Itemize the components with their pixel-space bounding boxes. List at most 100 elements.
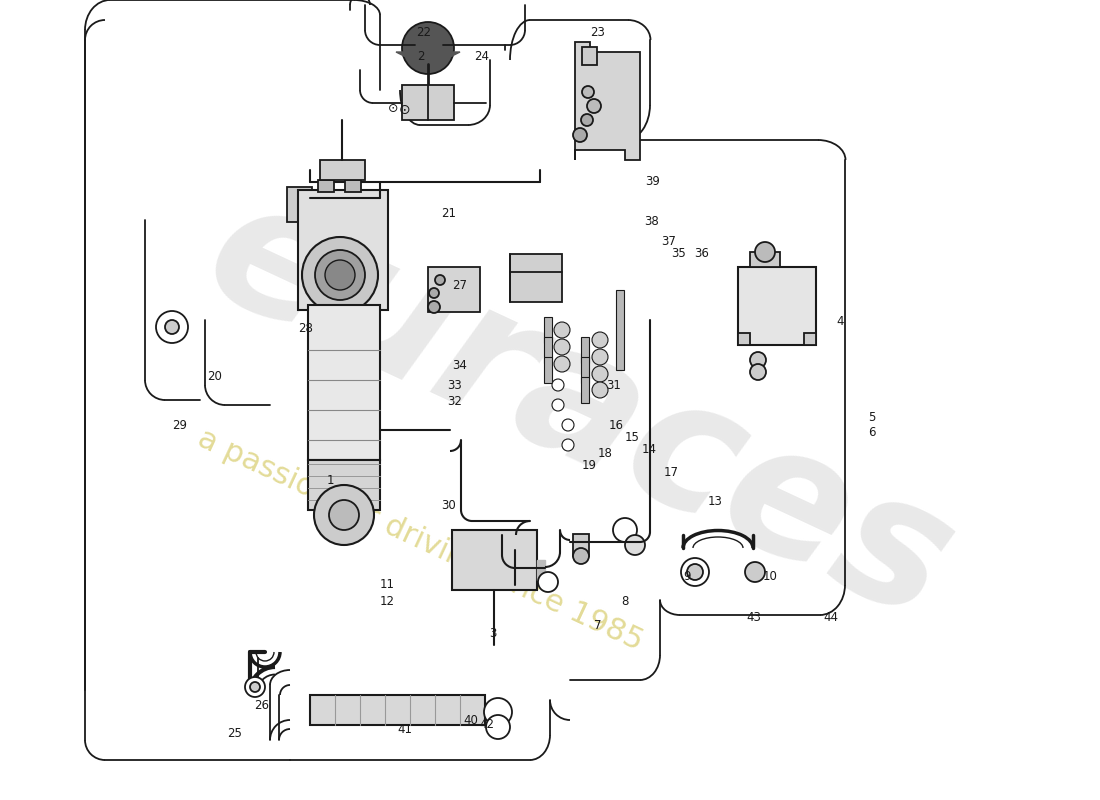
- Circle shape: [434, 275, 446, 285]
- Text: 30: 30: [441, 499, 456, 512]
- Circle shape: [554, 339, 570, 355]
- Text: 16: 16: [608, 419, 624, 432]
- Text: 42: 42: [480, 718, 495, 730]
- Circle shape: [592, 366, 608, 382]
- Bar: [510, 254, 562, 302]
- Text: 26: 26: [254, 699, 270, 712]
- Circle shape: [581, 114, 593, 126]
- Text: 34: 34: [452, 359, 468, 372]
- Text: 20: 20: [207, 370, 222, 382]
- Circle shape: [681, 558, 710, 586]
- Circle shape: [573, 128, 587, 142]
- Circle shape: [429, 288, 439, 298]
- Text: 2: 2: [418, 50, 425, 62]
- Circle shape: [156, 311, 188, 343]
- Text: 27: 27: [452, 279, 468, 292]
- Bar: [804, 333, 816, 345]
- Text: 29: 29: [172, 419, 187, 432]
- Circle shape: [745, 562, 764, 582]
- Text: 39: 39: [645, 175, 660, 188]
- Circle shape: [165, 320, 179, 334]
- Circle shape: [314, 485, 374, 545]
- Text: 12: 12: [379, 595, 395, 608]
- Bar: [287, 187, 312, 222]
- Bar: [320, 160, 365, 180]
- Circle shape: [552, 379, 564, 391]
- Bar: [738, 267, 816, 345]
- Text: 11: 11: [379, 578, 395, 590]
- Text: 4: 4: [837, 315, 844, 328]
- Text: 8: 8: [621, 595, 628, 608]
- Circle shape: [552, 399, 564, 411]
- Text: 7: 7: [594, 619, 601, 632]
- Bar: [345, 180, 361, 192]
- Circle shape: [587, 99, 601, 113]
- Text: a passion for driving since 1985: a passion for driving since 1985: [192, 424, 647, 656]
- Bar: [452, 530, 537, 590]
- Circle shape: [562, 419, 574, 431]
- Bar: [582, 47, 597, 65]
- Bar: [544, 317, 552, 343]
- Text: 23: 23: [590, 26, 605, 38]
- Text: 1: 1: [327, 474, 333, 486]
- Bar: [581, 377, 589, 403]
- Text: 41: 41: [397, 723, 412, 736]
- Text: 15: 15: [625, 431, 640, 444]
- Text: 14: 14: [641, 443, 657, 456]
- Circle shape: [486, 715, 510, 739]
- Text: 40: 40: [463, 714, 478, 726]
- Text: 36: 36: [694, 247, 710, 260]
- Text: 25: 25: [227, 727, 242, 740]
- Text: 35: 35: [671, 247, 686, 260]
- Bar: [573, 534, 588, 556]
- Text: 6: 6: [869, 426, 876, 438]
- Bar: [544, 337, 552, 363]
- Text: ⊙: ⊙: [387, 102, 398, 114]
- Circle shape: [315, 250, 365, 300]
- Bar: [310, 695, 485, 725]
- Circle shape: [484, 698, 512, 726]
- Circle shape: [324, 260, 355, 290]
- Bar: [738, 333, 750, 345]
- Bar: [581, 337, 589, 363]
- Text: 10: 10: [762, 570, 778, 582]
- Text: 19: 19: [582, 459, 597, 472]
- Text: 44: 44: [823, 611, 838, 624]
- Polygon shape: [537, 560, 544, 580]
- Circle shape: [750, 364, 766, 380]
- Circle shape: [688, 564, 703, 580]
- Circle shape: [302, 237, 378, 313]
- Text: 33: 33: [447, 379, 462, 392]
- Polygon shape: [396, 52, 460, 60]
- Circle shape: [573, 548, 588, 564]
- Bar: [308, 460, 380, 510]
- Circle shape: [592, 332, 608, 348]
- Circle shape: [428, 301, 440, 313]
- Circle shape: [329, 500, 359, 530]
- Polygon shape: [575, 42, 640, 160]
- Circle shape: [554, 356, 570, 372]
- Circle shape: [750, 352, 766, 368]
- Circle shape: [613, 518, 637, 542]
- Circle shape: [592, 349, 608, 365]
- Text: 32: 32: [447, 395, 462, 408]
- Text: 5: 5: [869, 411, 876, 424]
- Text: 28: 28: [298, 322, 314, 334]
- Circle shape: [250, 682, 260, 692]
- Bar: [402, 85, 454, 120]
- Circle shape: [625, 535, 645, 555]
- Circle shape: [755, 242, 775, 262]
- Text: 22: 22: [416, 26, 431, 38]
- Bar: [544, 357, 552, 383]
- Text: 38: 38: [644, 215, 659, 228]
- Text: 37: 37: [661, 235, 676, 248]
- Circle shape: [592, 382, 608, 398]
- Bar: [308, 305, 380, 460]
- Text: 17: 17: [663, 466, 679, 478]
- Bar: [428, 267, 480, 312]
- Text: euraces: euraces: [182, 162, 979, 658]
- Text: 31: 31: [606, 379, 621, 392]
- Circle shape: [582, 86, 594, 98]
- Text: 9: 9: [684, 570, 691, 582]
- Text: 24: 24: [474, 50, 490, 62]
